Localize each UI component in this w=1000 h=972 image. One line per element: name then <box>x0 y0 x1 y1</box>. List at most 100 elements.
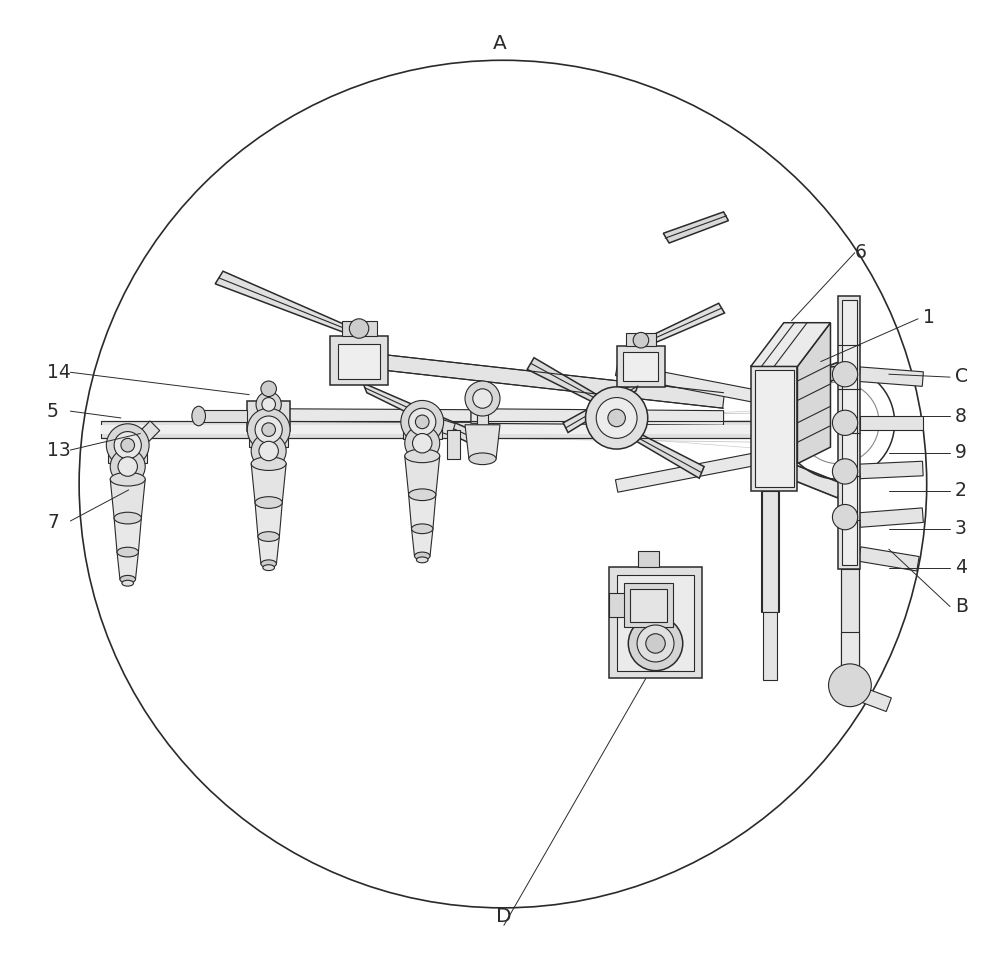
Text: D: D <box>496 907 512 926</box>
Bar <box>609 593 628 617</box>
Text: 4: 4 <box>955 558 967 577</box>
Polygon shape <box>465 425 500 459</box>
Circle shape <box>256 392 281 417</box>
Bar <box>842 300 857 565</box>
Polygon shape <box>358 352 724 408</box>
Polygon shape <box>763 612 777 680</box>
Text: 1: 1 <box>923 308 935 328</box>
Ellipse shape <box>120 575 135 583</box>
Bar <box>338 344 380 379</box>
Circle shape <box>261 381 276 397</box>
Bar <box>626 333 656 346</box>
Polygon shape <box>101 421 767 438</box>
Polygon shape <box>101 426 767 434</box>
Circle shape <box>829 664 871 707</box>
Circle shape <box>413 434 432 453</box>
Circle shape <box>473 389 492 408</box>
Polygon shape <box>859 367 923 386</box>
Polygon shape <box>123 421 160 458</box>
Polygon shape <box>764 363 843 405</box>
Polygon shape <box>859 508 923 527</box>
Circle shape <box>251 434 286 469</box>
Polygon shape <box>447 430 460 459</box>
Text: A: A <box>493 34 507 53</box>
Polygon shape <box>860 416 923 430</box>
Circle shape <box>106 424 149 467</box>
Circle shape <box>415 415 429 429</box>
Ellipse shape <box>405 449 440 463</box>
Circle shape <box>832 459 858 484</box>
Ellipse shape <box>469 453 496 465</box>
Circle shape <box>409 408 436 435</box>
Polygon shape <box>847 683 891 712</box>
Circle shape <box>628 616 683 671</box>
Bar <box>755 370 794 487</box>
Circle shape <box>465 381 500 416</box>
Circle shape <box>118 457 137 476</box>
Ellipse shape <box>192 406 205 426</box>
Bar <box>342 321 377 336</box>
Text: 7: 7 <box>47 513 59 533</box>
Circle shape <box>110 449 145 484</box>
Ellipse shape <box>110 472 145 486</box>
Ellipse shape <box>255 497 282 508</box>
Polygon shape <box>527 358 615 413</box>
Circle shape <box>262 423 275 436</box>
Circle shape <box>255 416 282 443</box>
Polygon shape <box>643 303 725 348</box>
Polygon shape <box>615 364 769 404</box>
Circle shape <box>262 398 275 411</box>
Polygon shape <box>420 414 455 435</box>
Bar <box>624 583 673 627</box>
Ellipse shape <box>414 552 430 560</box>
Ellipse shape <box>114 512 141 524</box>
Bar <box>623 352 658 381</box>
Ellipse shape <box>263 565 274 571</box>
Circle shape <box>832 410 858 435</box>
Circle shape <box>832 504 858 530</box>
Polygon shape <box>751 323 830 366</box>
Circle shape <box>633 332 649 348</box>
Bar <box>247 401 290 431</box>
Ellipse shape <box>261 560 276 568</box>
Text: C: C <box>955 366 968 386</box>
Polygon shape <box>841 569 859 680</box>
Polygon shape <box>762 491 778 612</box>
Circle shape <box>646 634 665 653</box>
Bar <box>330 336 388 385</box>
Ellipse shape <box>251 457 286 470</box>
Circle shape <box>401 400 444 443</box>
Ellipse shape <box>122 580 134 586</box>
Bar <box>403 424 442 439</box>
Circle shape <box>637 625 674 662</box>
Polygon shape <box>619 423 704 478</box>
Ellipse shape <box>258 532 279 541</box>
Circle shape <box>79 60 927 908</box>
Polygon shape <box>117 552 138 579</box>
Polygon shape <box>363 383 493 451</box>
Polygon shape <box>615 451 769 492</box>
Polygon shape <box>201 410 247 422</box>
Ellipse shape <box>412 524 433 534</box>
Polygon shape <box>215 271 354 336</box>
Polygon shape <box>255 503 282 537</box>
Polygon shape <box>477 404 488 430</box>
Polygon shape <box>859 462 923 478</box>
Circle shape <box>586 387 648 449</box>
Circle shape <box>121 438 135 452</box>
Polygon shape <box>764 455 843 498</box>
Circle shape <box>247 408 290 451</box>
Text: B: B <box>955 597 968 616</box>
Polygon shape <box>405 456 440 495</box>
Text: 9: 9 <box>955 443 967 463</box>
Bar <box>617 346 665 387</box>
Bar <box>751 366 797 491</box>
Circle shape <box>259 441 278 461</box>
Circle shape <box>405 426 440 461</box>
Bar <box>638 551 659 567</box>
Circle shape <box>349 319 369 338</box>
Text: 3: 3 <box>955 519 967 538</box>
Polygon shape <box>251 464 286 503</box>
Text: 6: 6 <box>855 243 867 262</box>
Text: 5: 5 <box>47 401 59 421</box>
